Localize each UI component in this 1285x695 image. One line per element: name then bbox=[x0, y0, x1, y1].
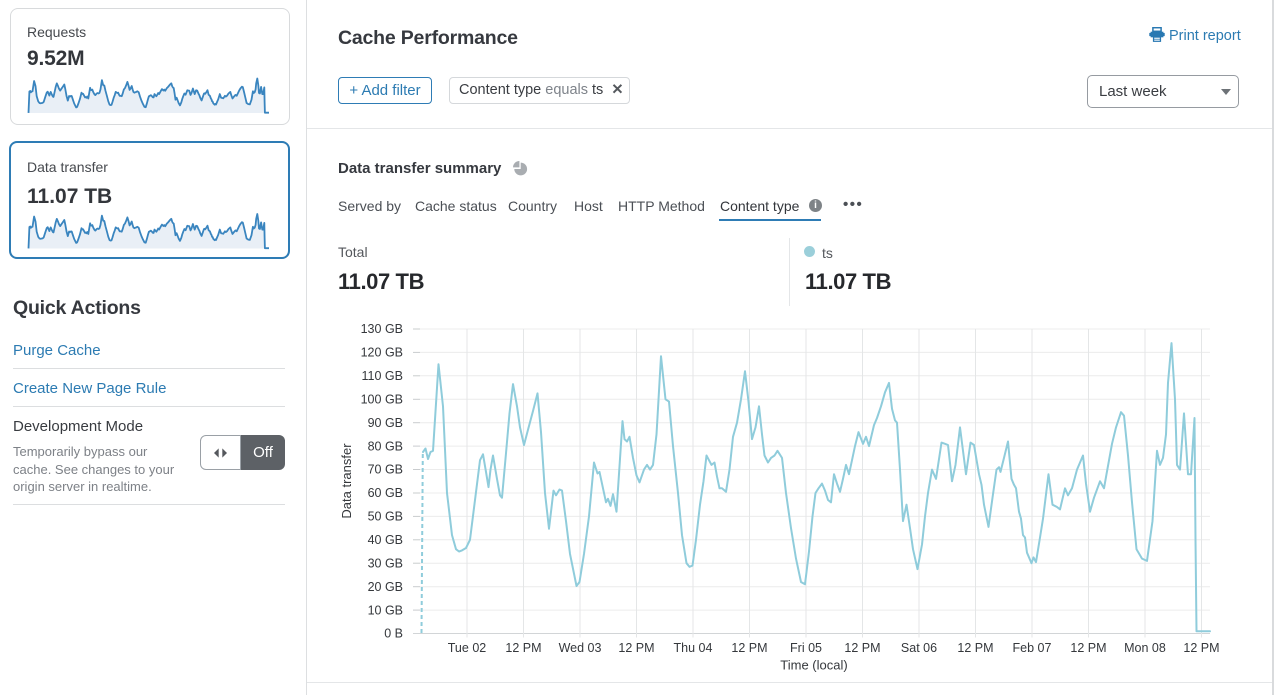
svg-text:120 GB: 120 GB bbox=[361, 346, 403, 360]
svg-text:110 GB: 110 GB bbox=[362, 369, 403, 383]
svg-text:Mon 08: Mon 08 bbox=[1124, 641, 1166, 655]
svg-text:Sat 06: Sat 06 bbox=[901, 641, 937, 655]
svg-text:50 GB: 50 GB bbox=[368, 510, 403, 524]
svg-text:60 GB: 60 GB bbox=[368, 486, 403, 500]
svg-text:10 GB: 10 GB bbox=[368, 603, 403, 617]
svg-text:80 GB: 80 GB bbox=[368, 439, 403, 453]
svg-text:0 B: 0 B bbox=[384, 627, 403, 641]
svg-text:90 GB: 90 GB bbox=[368, 416, 403, 430]
svg-text:12 PM: 12 PM bbox=[844, 641, 880, 655]
svg-text:Wed 03: Wed 03 bbox=[559, 641, 602, 655]
svg-text:130 GB: 130 GB bbox=[361, 322, 403, 336]
svg-text:12 PM: 12 PM bbox=[1183, 641, 1219, 655]
svg-text:12 PM: 12 PM bbox=[505, 641, 541, 655]
svg-text:Fri 05: Fri 05 bbox=[790, 641, 822, 655]
svg-text:20 GB: 20 GB bbox=[368, 580, 403, 594]
svg-text:70 GB: 70 GB bbox=[368, 463, 403, 477]
svg-text:Tue 02: Tue 02 bbox=[448, 641, 487, 655]
svg-text:40 GB: 40 GB bbox=[368, 533, 403, 547]
svg-text:100 GB: 100 GB bbox=[361, 393, 403, 407]
svg-text:Data transfer: Data transfer bbox=[339, 443, 354, 519]
svg-text:12 PM: 12 PM bbox=[957, 641, 993, 655]
svg-text:30 GB: 30 GB bbox=[368, 556, 403, 570]
svg-text:12 PM: 12 PM bbox=[731, 641, 767, 655]
svg-text:Thu 04: Thu 04 bbox=[674, 641, 713, 655]
svg-text:12 PM: 12 PM bbox=[618, 641, 654, 655]
svg-text:Feb 07: Feb 07 bbox=[1013, 641, 1052, 655]
svg-text:12 PM: 12 PM bbox=[1070, 641, 1106, 655]
svg-text:Time (local): Time (local) bbox=[780, 658, 847, 673]
